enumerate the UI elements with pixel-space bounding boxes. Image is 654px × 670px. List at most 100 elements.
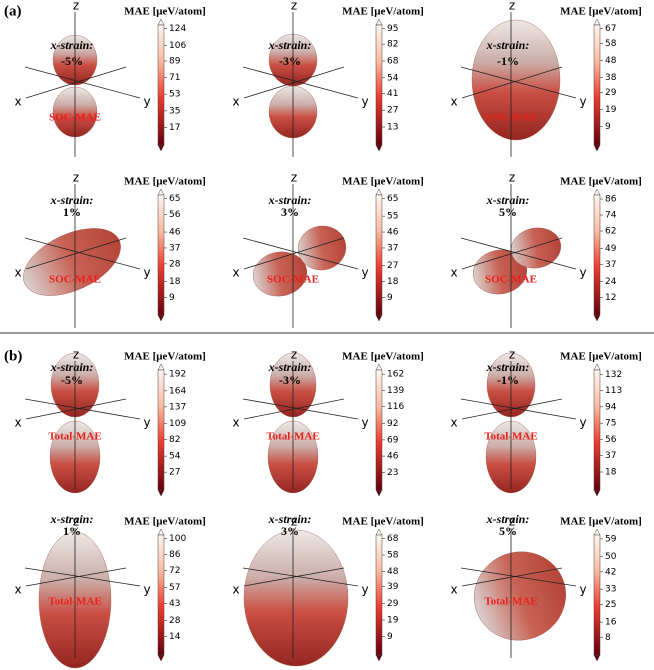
x-label: x xyxy=(232,583,239,597)
colorbar-extend xyxy=(593,363,601,371)
strain-prefix: x-strain: xyxy=(268,38,312,52)
x-axis xyxy=(461,66,563,99)
colorbar-extend xyxy=(157,528,165,536)
y-axis xyxy=(460,237,577,270)
mae-label: Total-MAE xyxy=(484,596,537,608)
panel: z x y x-strain:-3% Total-MAE MAE [μeV/atom] 23… xyxy=(232,348,424,497)
mae-label: SOC-MAE xyxy=(485,112,537,124)
colorbar-title: MAE [μeV/atom] xyxy=(560,516,642,528)
colorbar-extend xyxy=(375,144,383,152)
y-label: y xyxy=(143,95,150,109)
x-axis xyxy=(25,66,127,99)
colorbar-tick-label: 94 xyxy=(605,402,617,412)
colorbar-tick-label: 24 xyxy=(605,277,617,287)
strain-value: -1% xyxy=(497,54,519,68)
colorbar xyxy=(593,534,601,656)
z-label: z xyxy=(291,171,297,185)
colorbar-title: MAE [μeV/atom] xyxy=(124,351,206,363)
colorbar-tick-label: 13 xyxy=(387,123,398,133)
colorbar-tick-label: 54 xyxy=(169,452,181,462)
colorbar-tick-label: 56 xyxy=(169,210,181,220)
y-axis xyxy=(460,66,577,99)
colorbar-tick-label: 116 xyxy=(387,402,404,412)
colorbar-extend xyxy=(157,363,165,371)
x-axis xyxy=(243,398,345,420)
colorbar xyxy=(157,369,165,491)
colorbar-tick-label: 53 xyxy=(169,90,180,100)
mae-label: Total-MAE xyxy=(48,431,101,443)
x-label: x xyxy=(450,416,457,430)
z-label: z xyxy=(73,0,79,13)
mae-label: SOC-MAE xyxy=(485,274,537,286)
colorbar-extend xyxy=(593,654,601,662)
colorbar-title: MAE [μeV/atom] xyxy=(124,176,206,188)
y-axis xyxy=(242,398,359,420)
panel: z x y x-strain:1% Total-MAE MAE [μeV/atom] 14 2… xyxy=(14,512,206,669)
colorbar-tick-label: 58 xyxy=(605,39,617,49)
z-label: z xyxy=(509,171,515,185)
y-axis xyxy=(242,66,359,99)
colorbar-tick-label: 68 xyxy=(387,57,399,67)
mae-label: SOC-MAE xyxy=(49,274,101,286)
x-label: x xyxy=(14,95,21,109)
x-axis xyxy=(461,567,563,587)
colorbar-tick-label: 86 xyxy=(169,550,181,560)
colorbar-tick-label: 71 xyxy=(169,73,180,83)
y-label: y xyxy=(361,416,368,430)
surface xyxy=(471,19,561,141)
colorbar-tick-label: 95 xyxy=(387,24,398,34)
colorbar-tick-label: 35 xyxy=(169,106,180,116)
y-label: y xyxy=(361,95,368,109)
colorbar-tick-label: 37 xyxy=(387,243,398,253)
colorbar-extend xyxy=(375,654,383,662)
colorbar xyxy=(593,24,601,146)
colorbar-tick-label: 17 xyxy=(169,123,180,133)
colorbar-title: MAE [μeV/atom] xyxy=(560,6,642,18)
surface xyxy=(252,251,308,297)
strain-value: 1% xyxy=(63,205,81,219)
strain-value: -1% xyxy=(497,373,519,387)
panel: z x y x-strain:3% SOC-MAE MAE [μeV/atom] 9 18 27… xyxy=(232,171,424,328)
section-label: (a) xyxy=(4,3,22,19)
z-label: z xyxy=(509,0,515,13)
colorbar-tick-label: 67 xyxy=(605,24,616,34)
z-label: z xyxy=(73,171,79,185)
colorbar-tick-label: 75 xyxy=(605,419,616,429)
colorbar-tick-label: 9 xyxy=(387,293,393,303)
strain-prefix: x-strain: xyxy=(268,193,312,207)
colorbar-tick-label: 46 xyxy=(169,228,181,238)
colorbar-extend xyxy=(157,144,165,152)
colorbar-tick-label: 58 xyxy=(387,551,399,561)
x-label: x xyxy=(232,266,239,280)
panel: z x y x-strain: -3% MAE [μeV/atom] 13 27 41 54 68 8… xyxy=(232,0,424,157)
colorbar-extend xyxy=(375,18,383,26)
colorbar-title: MAE [μeV/atom] xyxy=(124,516,206,528)
colorbar-tick-label: 109 xyxy=(169,419,186,429)
strain-value: -5% xyxy=(61,54,83,68)
strain-prefix: x-strain: xyxy=(268,360,312,374)
x-label: x xyxy=(232,416,239,430)
colorbar-tick-label: 92 xyxy=(387,419,398,429)
colorbar-extend xyxy=(375,188,383,196)
y-axis xyxy=(460,398,577,420)
section-label: (b) xyxy=(4,348,22,364)
colorbar-tick-label: 69 xyxy=(387,435,399,445)
colorbar-tick-label: 27 xyxy=(387,261,398,271)
colorbar-title: MAE [μeV/atom] xyxy=(560,351,642,363)
colorbar-tick-label: 100 xyxy=(169,534,186,544)
x-axis xyxy=(461,398,563,420)
colorbar-tick-label: 12 xyxy=(605,293,616,303)
colorbar xyxy=(157,534,165,656)
colorbar-extend xyxy=(157,654,165,662)
colorbar-tick-label: 25 xyxy=(605,600,616,610)
colorbar-tick-label: 164 xyxy=(169,386,186,396)
colorbar-tick-label: 46 xyxy=(387,228,399,238)
colorbar-title: MAE [μeV/atom] xyxy=(124,6,206,18)
panel: z x y x-strain:-5% Total-MAE MAE [μeV/atom] 27… xyxy=(14,348,206,497)
z-label: z xyxy=(291,348,297,362)
colorbar xyxy=(593,194,601,316)
strain-prefix: x-strain: xyxy=(486,512,530,526)
colorbar-tick-label: 54 xyxy=(387,73,399,83)
panel: z x y x-strain: -5% SOC-MAE MAE [μeV/atom] 17 35… xyxy=(14,0,206,157)
x-label: x xyxy=(14,416,21,430)
